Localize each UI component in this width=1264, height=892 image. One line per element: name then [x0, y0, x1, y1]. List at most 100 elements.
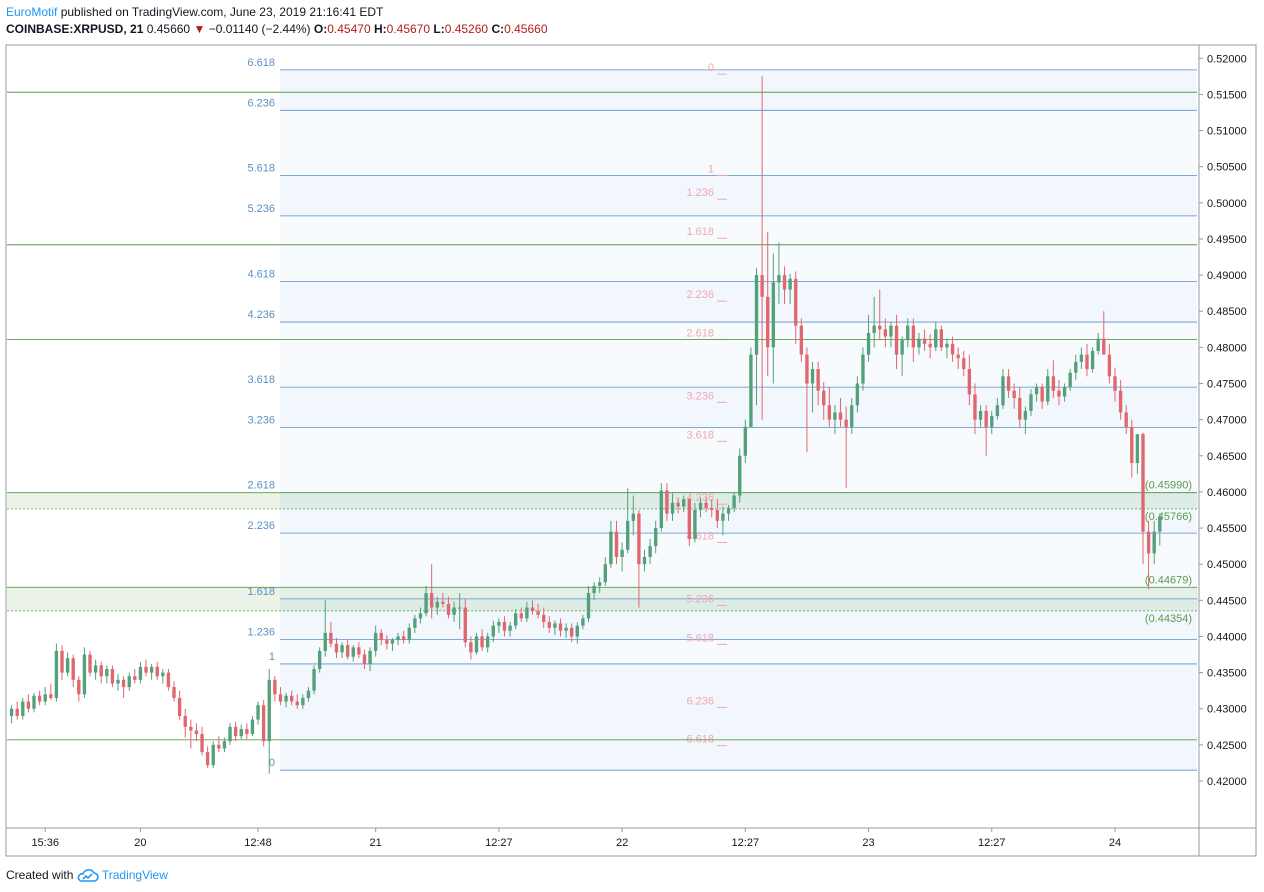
price-change: −0.01140 (−2.44%) [208, 22, 311, 36]
fib-blue-level-label: 1.618 [247, 586, 275, 598]
time-tick-label: 23 [862, 837, 874, 849]
candle-body [1057, 390, 1061, 397]
candle-body [217, 744, 221, 749]
candle-body [401, 636, 406, 641]
time-tick-label: 15:36 [31, 837, 59, 849]
candle-body [205, 752, 210, 766]
fib-pink-level-label: 0 [708, 62, 714, 74]
symbol-label: COINBASE:XRPUSD, 21 [6, 22, 144, 36]
candle-body [469, 642, 473, 653]
time-axis[interactable]: 15:36 20 12:48 21 12:27 22 12:27 23 12:27 24 [31, 828, 1121, 849]
fib-pink-level-label: 1.236 [686, 187, 714, 199]
candle-body [1096, 338, 1100, 351]
green-levels[interactable] [7, 91, 1197, 741]
candle-body [480, 636, 484, 648]
low-value: 0.45260 [444, 22, 489, 36]
price-tick-label: 0.48000 [1207, 342, 1247, 354]
candle-body [1135, 434, 1140, 464]
fib-bands [280, 69, 1197, 771]
candle-body [872, 325, 876, 333]
time-tick-label: 12:27 [485, 837, 513, 849]
price-tick-label: 0.43000 [1207, 704, 1247, 716]
candle-body [771, 282, 776, 348]
candle-body [721, 513, 725, 521]
candle-body [743, 426, 748, 456]
candle-body [1118, 390, 1123, 413]
fib-band [280, 69, 1197, 111]
price-tick-label: 0.47500 [1207, 379, 1247, 391]
candle-body [956, 354, 960, 359]
created-with-text: Created with [6, 868, 74, 882]
candle-body [715, 509, 719, 521]
author-link[interactable]: EuroMotif [6, 5, 58, 19]
candle-body [149, 666, 154, 673]
candle-body [65, 658, 70, 673]
fib-extension-pink[interactable]: 011.2361.6182.2362.6183.2363.6184.2364.6… [686, 62, 727, 747]
candle-body [603, 564, 607, 583]
time-tick-label: 21 [370, 837, 382, 849]
candle-body [570, 627, 574, 637]
candle-body [441, 601, 445, 604]
candle-body [922, 338, 927, 344]
price-tick-label: 0.46500 [1207, 451, 1247, 463]
candle-body [200, 734, 204, 753]
candle-body [598, 582, 602, 586]
footer: Created with TradingView [6, 866, 168, 884]
candle-body [396, 636, 400, 641]
price-tick-label: 0.44000 [1207, 631, 1247, 643]
candle-body [855, 383, 860, 406]
price-tick-label: 0.45500 [1207, 523, 1247, 535]
candle-body [676, 502, 680, 507]
candle-body [917, 338, 921, 348]
candle-body [172, 687, 176, 698]
candle-body [424, 593, 428, 614]
zone-labels: (0.45990) (0.45766) (0.44679) (0.44354) [1145, 480, 1192, 625]
candle-body [732, 495, 736, 508]
candle-body [637, 513, 641, 565]
close-value: 0.45660 [504, 22, 548, 36]
price-tick-label: 0.50000 [1207, 198, 1247, 210]
candle-body [794, 278, 798, 326]
fib-pink-level-label: 5.236 [686, 593, 714, 605]
fib-band [280, 663, 1197, 771]
fib-pink-level-label: 6.236 [686, 695, 714, 707]
candle-body [1062, 387, 1067, 397]
candle-body [973, 394, 977, 420]
candle-body [928, 343, 932, 348]
candle-body [166, 672, 171, 688]
price-tick-label: 0.42500 [1207, 740, 1247, 752]
candle-body [379, 632, 383, 641]
candle-body [267, 679, 271, 742]
fib-pink-level-label: 1.618 [686, 226, 714, 238]
candle-body [1146, 531, 1151, 554]
candle-body [463, 607, 467, 643]
price-axis[interactable]: 0.52000 0.51500 0.51000 0.50500 0.50000 0.495… [1199, 53, 1247, 788]
candle-body [127, 676, 131, 688]
candle-body [133, 676, 137, 680]
candle-body [60, 650, 64, 673]
tradingview-brand[interactable]: TradingView [101, 868, 168, 882]
candle-body [452, 607, 456, 615]
candle-body [26, 701, 31, 709]
high-label: H: [373, 22, 387, 36]
fib-pink-level-label: 5.618 [686, 632, 714, 644]
candle-body [805, 354, 809, 384]
candles [9, 76, 1162, 774]
price-tick-label: 0.51500 [1207, 89, 1247, 101]
candle-body [32, 695, 36, 709]
fib-band [280, 533, 1197, 599]
candle-body [228, 726, 232, 742]
candle-body [1051, 376, 1056, 391]
candle-body [967, 369, 972, 395]
candle-body [665, 490, 669, 514]
candle-body [183, 715, 187, 727]
candle-body [105, 668, 109, 677]
candle-body [670, 502, 675, 514]
candle-body [995, 405, 1000, 417]
candle-body [373, 632, 378, 651]
candle-body [738, 455, 742, 496]
candle-body [177, 697, 182, 716]
candle-body [592, 585, 596, 594]
candle-body [609, 531, 613, 565]
